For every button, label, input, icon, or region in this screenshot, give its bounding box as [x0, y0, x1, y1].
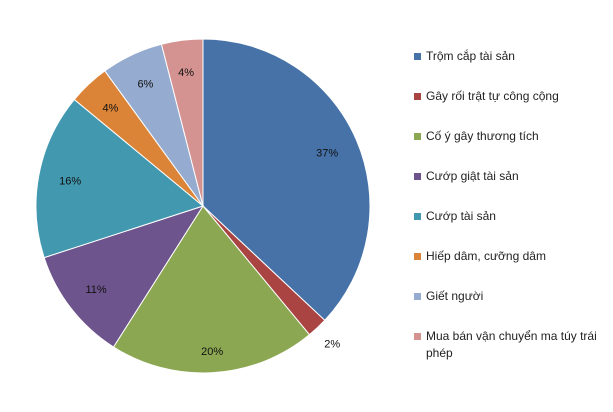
legend-swatch [414, 173, 421, 180]
legend-item-giet-nguoi: Giết người [414, 288, 610, 305]
legend-swatch [414, 253, 421, 260]
pie-slice [202, 38, 371, 322]
pie-slice [160, 38, 204, 207]
legend-label: Gây rối trật tự công cộng [426, 89, 559, 103]
legend-label: Cướp tài sản [426, 209, 496, 223]
slice-data-label: 4% [102, 102, 118, 114]
pie-slices [35, 38, 371, 374]
legend-item-co-y-gay-thuong-tich: Cố ý gây thương tích [414, 128, 610, 145]
legend-swatch [414, 53, 421, 60]
legend-label: Trộm cắp tài sản [426, 49, 515, 63]
legend-item-cuop-tai-san: Cướp tài sản [414, 208, 610, 225]
legend-label: Cố ý gây thương tích [426, 129, 539, 143]
slice-data-label: 11% [86, 284, 107, 296]
legend-label: Hiếp dâm, cưỡng dâm [426, 249, 546, 263]
slice-data-label: 6% [137, 79, 153, 91]
slice-data-label: 2% [324, 339, 340, 351]
pie-data-labels: 37% 2% 20% 11% 16% 4% 6% 4% [59, 67, 340, 358]
legend-swatch [414, 333, 421, 340]
legend-swatch [414, 293, 421, 300]
legend-swatch [414, 93, 421, 100]
slice-data-label: 4% [178, 67, 194, 79]
legend-label: Giết người [426, 289, 484, 303]
legend-item-hiep-dam: Hiếp dâm, cưỡng dâm [414, 248, 610, 265]
legend-swatch [414, 133, 421, 140]
pie-slice [43, 205, 205, 348]
legend-label: Cướp giật tài sản [426, 169, 519, 183]
slice-data-label: 37% [316, 147, 338, 159]
slice-data-label: 20% [201, 346, 223, 358]
pie-slice [112, 205, 311, 374]
legend-label: Mua bán vận chuyển ma túy trái phép [426, 329, 597, 360]
legend-swatch [414, 213, 421, 220]
legend-item-tr-m-c-p: Trộm cắp tài sản [414, 48, 610, 65]
legend-item-cuop-giat: Cướp giật tài sản [414, 168, 610, 185]
slice-data-label: 16% [59, 176, 81, 188]
pie-slice [35, 98, 205, 259]
legend-item-ma-tuy: Mua bán vận chuyển ma túy trái phép [414, 328, 610, 362]
legend-item-gay-roi: Gây rối trật tự công cộng [414, 88, 610, 105]
